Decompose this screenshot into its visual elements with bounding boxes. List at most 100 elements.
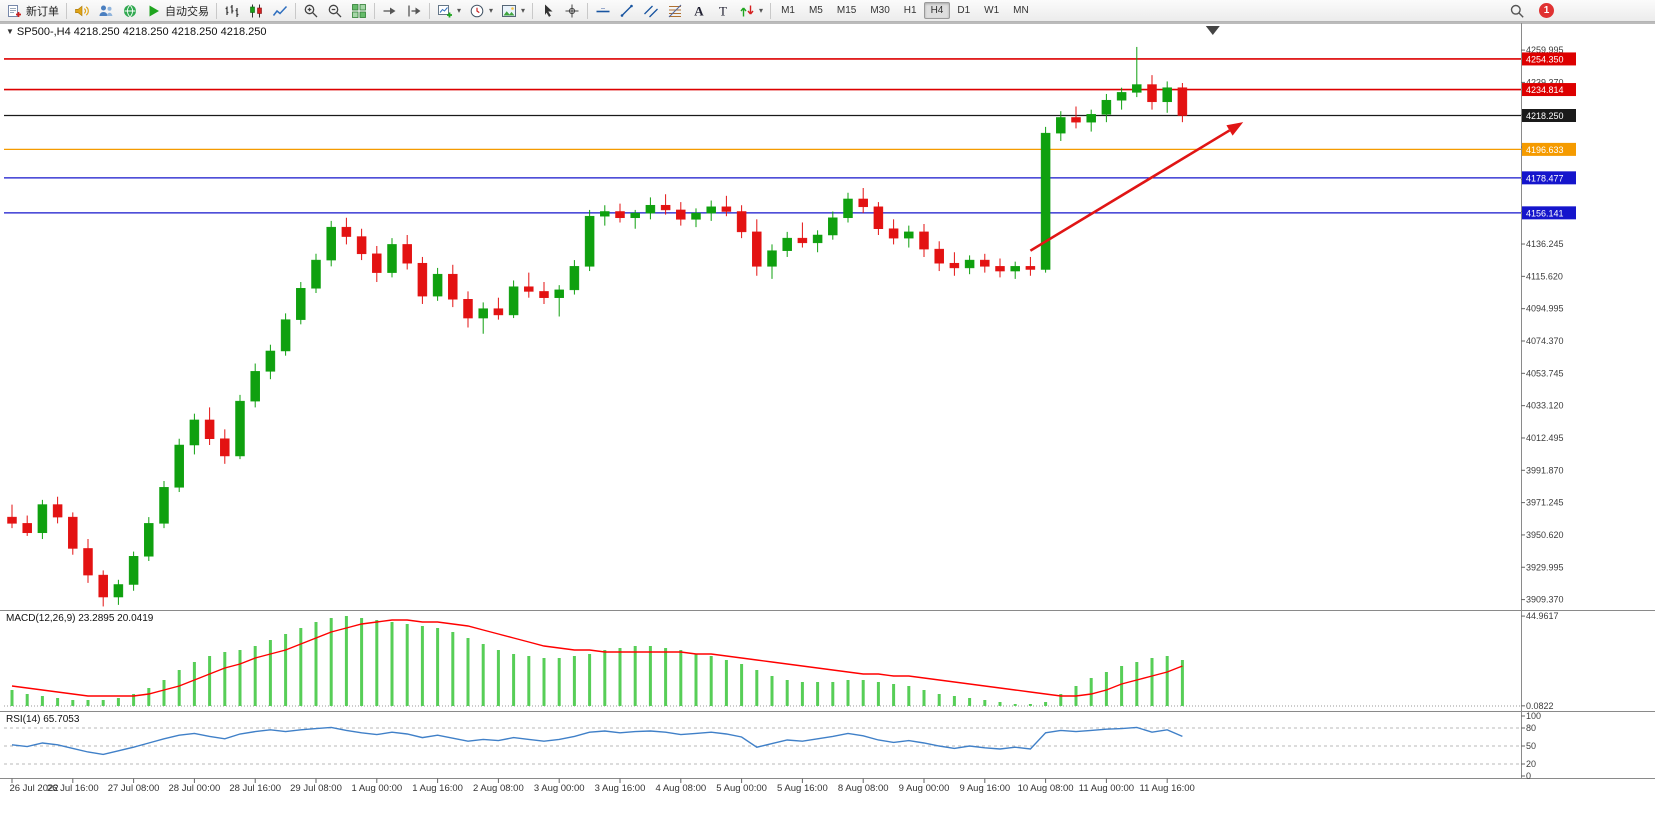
trendline-button[interactable] (615, 1, 639, 21)
timeframe-button-d1[interactable]: D1 (950, 2, 977, 19)
trend-arrow-line[interactable] (1029, 129, 1231, 252)
search-button[interactable] (1505, 1, 1529, 21)
label-button[interactable]: T (711, 1, 735, 21)
candle-body (402, 244, 412, 264)
chart-bars-button[interactable] (220, 1, 244, 21)
candle-body (524, 286, 534, 292)
cursor-button[interactable] (536, 1, 560, 21)
timeframe-button-h1[interactable]: H1 (897, 2, 924, 19)
timeframe-button-m5[interactable]: M5 (802, 2, 830, 19)
candle-body (1040, 132, 1051, 270)
time-axis-label: 1 Aug 00:00 (351, 783, 402, 794)
macd-histogram-bar (405, 624, 409, 706)
candle-body (980, 259, 990, 267)
toolbar-separator (429, 2, 430, 19)
candle-body (1162, 87, 1172, 103)
text-button[interactable]: A (687, 1, 711, 21)
time-axis-label: 28 Jul 16:00 (229, 783, 281, 794)
chart-line-button[interactable] (268, 1, 292, 21)
macd-signal-line (11, 619, 1183, 697)
macd-axis-label: 0.0822 (1526, 701, 1554, 711)
chart-candles-button[interactable] (244, 1, 268, 21)
zoom-in-icon (304, 4, 318, 17)
macd-histogram-bar (344, 616, 348, 706)
accounts-button[interactable] (94, 1, 118, 21)
macd-histogram-bar (648, 646, 652, 706)
templates-button[interactable]: ▾ (497, 1, 529, 21)
timeframe-button-m30[interactable]: M30 (863, 2, 896, 19)
macd-histogram-bar (922, 690, 926, 706)
crosshair-button[interactable] (560, 1, 584, 21)
macd-histogram-bar (284, 634, 288, 706)
timeframe-button-mn[interactable]: MN (1006, 2, 1036, 19)
channel-button[interactable] (639, 1, 663, 21)
time-axis-label: 8 Aug 08:00 (838, 783, 889, 794)
macd-histogram-bar (56, 698, 60, 706)
macd-histogram-bar (147, 688, 151, 706)
candle-body (387, 244, 397, 273)
price-axis-label: 4012.495 (1526, 433, 1564, 443)
macd-histogram-bar (1013, 704, 1017, 706)
candle-body (493, 308, 504, 316)
chart-shift-marker-icon[interactable] (1205, 26, 1220, 35)
trend-arrow-head[interactable] (1226, 122, 1244, 136)
macd-histogram-bar (1135, 662, 1139, 706)
macd-histogram-bar (1089, 678, 1093, 706)
candle-body (1116, 92, 1127, 101)
alerts-button[interactable] (70, 1, 94, 21)
macd-histogram-bar (1104, 672, 1108, 706)
chart-shift-button[interactable] (402, 1, 426, 21)
candle-body (554, 289, 564, 298)
macd-histogram-bar (223, 652, 227, 706)
arrows-button[interactable]: ▾ (735, 1, 767, 21)
macd-histogram-bar (1044, 702, 1048, 706)
candle-body (858, 198, 868, 208)
horizontal-line-button[interactable] (591, 1, 615, 21)
time-axis-label: 29 Jul 08:00 (290, 783, 342, 794)
periods-button[interactable]: ▾ (465, 1, 497, 21)
auto-scroll-button[interactable] (378, 1, 402, 21)
price-axis-label: 4115.620 (1526, 271, 1563, 281)
tile-windows-button[interactable] (347, 1, 371, 21)
new-order-button[interactable]: 新订单 (3, 1, 63, 21)
rsi-axis-label: 50 (1526, 741, 1536, 751)
chart-shift-icon (408, 5, 421, 16)
price-axis-label: 4053.745 (1526, 368, 1564, 378)
new-chart-button[interactable]: ▾ (433, 1, 465, 21)
time-axis-label: 10 Aug 08:00 (1018, 783, 1074, 794)
candle-body (326, 226, 336, 261)
time-axis-label: 9 Aug 16:00 (959, 783, 1010, 794)
macd-histogram-bar (618, 648, 622, 706)
macd-histogram-bar (603, 650, 607, 706)
timeframe-button-m15[interactable]: M15 (830, 2, 863, 19)
fibonacci-icon (668, 4, 682, 17)
candle-body (752, 231, 762, 267)
candle-body (174, 444, 184, 488)
timeframe-button-w1[interactable]: W1 (977, 2, 1006, 19)
toolbar-separator (532, 2, 534, 19)
fibonacci-button[interactable] (663, 1, 687, 21)
timeframe-button-h4[interactable]: H4 (923, 2, 951, 19)
autotrading-button[interactable]: 自动交易 (142, 1, 213, 21)
crosshair-icon (565, 4, 579, 17)
notification-badge[interactable]: 1 (1539, 3, 1554, 18)
community-button[interactable] (118, 1, 142, 21)
macd-histogram-bar (907, 686, 911, 706)
zoom-in-button[interactable] (299, 1, 323, 21)
macd-histogram-bar (177, 670, 181, 706)
rsi-axis-label: 20 (1526, 759, 1536, 769)
macd-histogram-bar (800, 682, 804, 706)
candle-body (691, 212, 701, 220)
macd-histogram-bar (1180, 660, 1184, 706)
timeframe-button-m1[interactable]: M1 (774, 2, 802, 19)
macd-histogram-bar (785, 680, 789, 706)
channel-icon (644, 5, 659, 17)
candle-body (159, 487, 169, 524)
macd-histogram-bar (892, 684, 896, 706)
zoom-out-button[interactable] (323, 1, 347, 21)
price-badge (1522, 52, 1576, 66)
macd-histogram-bar (314, 622, 318, 706)
play-icon (149, 5, 159, 16)
macd-histogram-bar (1120, 666, 1124, 706)
